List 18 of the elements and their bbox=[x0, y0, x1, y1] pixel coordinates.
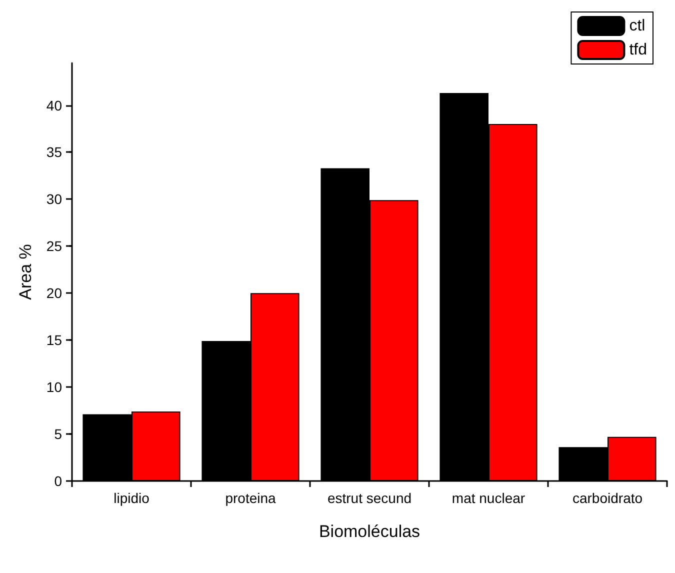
x-tick-label: carboidrato bbox=[572, 490, 643, 506]
legend-label: tfd bbox=[629, 42, 648, 58]
legend-label: ctl bbox=[629, 18, 646, 34]
x-tick-label: estrut secund bbox=[327, 490, 412, 506]
y-tick-label: 35 bbox=[46, 144, 62, 160]
y-tick-label: 15 bbox=[46, 332, 62, 348]
x-axis-title: Biomoléculas bbox=[318, 522, 420, 541]
y-tick-label: 10 bbox=[46, 379, 62, 396]
y-tick-label: 30 bbox=[46, 191, 62, 208]
y-tick-label: 25 bbox=[46, 238, 62, 254]
y-tick-label: 20 bbox=[46, 285, 62, 302]
x-tick-label: lipidio bbox=[114, 490, 150, 506]
y-tick-label: 0 bbox=[54, 473, 62, 489]
y-tick-label: 5 bbox=[54, 426, 62, 442]
y-tick-label: 40 bbox=[46, 97, 62, 114]
y-axis-title: Area % bbox=[16, 244, 35, 300]
x-tick-label: proteina bbox=[225, 490, 276, 506]
x-tick-label: mat nuclear bbox=[452, 490, 526, 506]
